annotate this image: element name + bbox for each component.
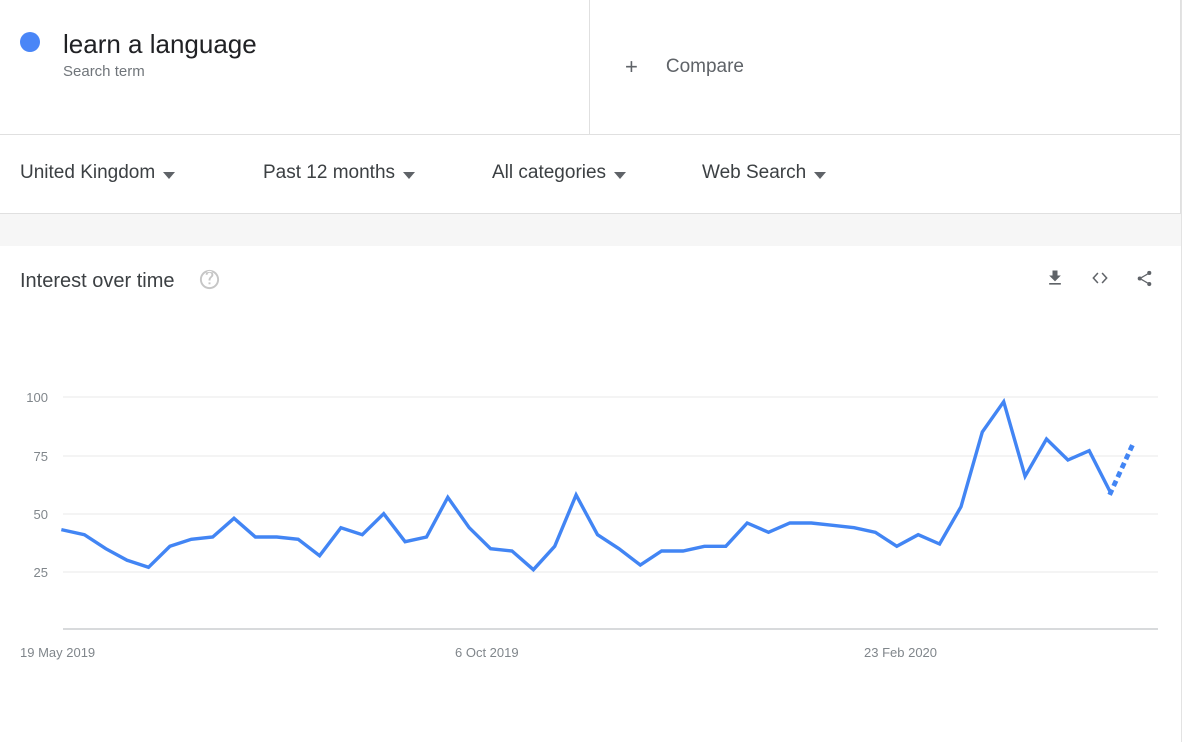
svg-text:25: 25: [34, 565, 48, 580]
svg-text:50: 50: [34, 507, 48, 522]
svg-text:19 May 2019: 19 May 2019: [20, 645, 95, 660]
svg-text:100: 100: [26, 390, 48, 405]
svg-text:23 Feb 2020: 23 Feb 2020: [864, 645, 937, 660]
svg-text:6 Oct 2019: 6 Oct 2019: [455, 645, 519, 660]
svg-text:75: 75: [34, 449, 48, 464]
